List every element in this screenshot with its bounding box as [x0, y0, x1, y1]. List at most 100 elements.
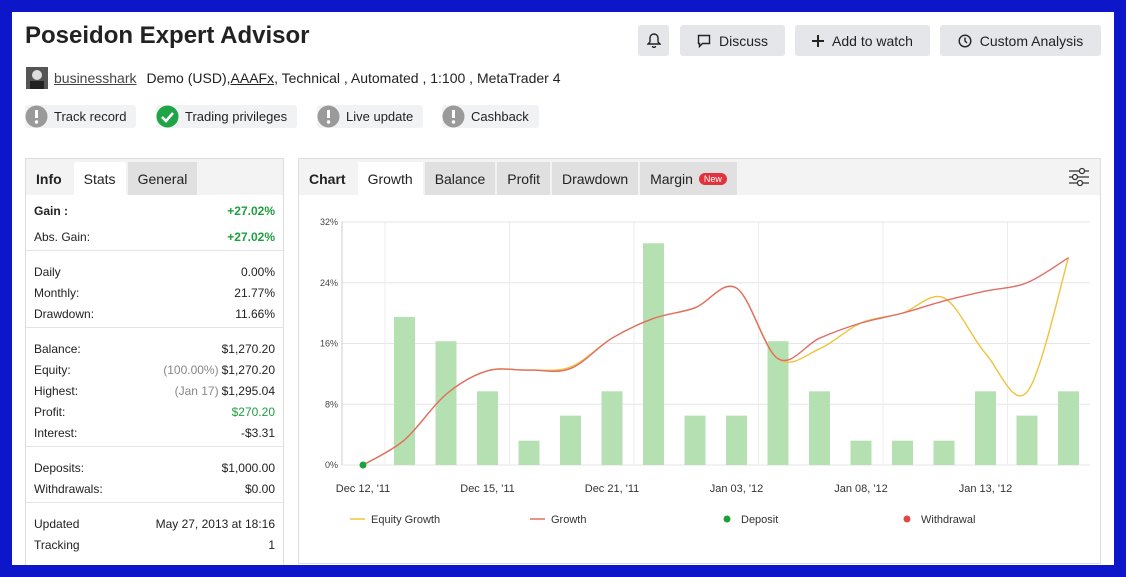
stats-tabs: Info Stats General: [26, 159, 283, 195]
stat-note: (Jan 17): [174, 384, 219, 398]
legend-swatch: [903, 515, 911, 523]
stat-text: $1,000.00: [221, 461, 275, 475]
stat-text: 11.66%: [235, 307, 275, 321]
stat-label: Monthly:: [34, 286, 80, 300]
divider: [26, 502, 283, 503]
badge-label: Trading privileges: [185, 109, 288, 124]
discuss-button[interactable]: Discuss: [680, 25, 785, 56]
bar: [850, 440, 872, 465]
x-tick-label: Dec 21, '11: [585, 483, 639, 495]
stat-row: Daily 0.00%: [34, 265, 275, 279]
stat-row: Deposits: $1,000.00: [34, 461, 275, 475]
stat-label: Balance:: [34, 342, 81, 356]
watch-button[interactable]: Add to watch: [795, 25, 930, 56]
broker-link[interactable]: AAAFx: [230, 70, 275, 86]
bar: [726, 415, 747, 465]
badge-label: Track record: [54, 109, 127, 124]
tab[interactable]: Drawdown: [551, 162, 639, 195]
x-tick-label: Jan 08, '12: [834, 483, 887, 495]
bar: [684, 415, 706, 465]
x-tick-label: Jan 03, '12: [710, 483, 763, 495]
stat-row: Equity: (100.00%) $1,270.20: [34, 363, 275, 377]
bell-icon: [646, 33, 661, 48]
divider: [26, 250, 283, 251]
tab[interactable]: Balance: [424, 162, 496, 195]
account-type: Demo (USD),: [146, 70, 231, 86]
legend-label: Equity Growth: [371, 514, 440, 526]
stat-note: (100.00%): [163, 363, 219, 377]
chat-icon: [697, 34, 711, 48]
stat-text: $270.20: [231, 405, 275, 419]
stat-value: $1,270.20: [222, 342, 275, 356]
stat-text: +27.02%: [227, 204, 275, 218]
bar: [643, 243, 664, 465]
stat-row: Withdrawals: $0.00: [34, 482, 275, 496]
stat-value: 21.77%: [234, 286, 275, 300]
stat-row: Gain : +27.02%: [34, 204, 275, 218]
stat-row: Updated May 27, 2013 at 18:16: [34, 517, 275, 531]
x-tick-label: Jan 13, '12: [959, 483, 1012, 495]
stat-row: Tracking 1: [34, 538, 275, 552]
stat-row: Balance: $1,270.20: [34, 342, 275, 356]
badge-icon: [156, 105, 179, 128]
button-label: Add to watch: [832, 32, 913, 49]
settings-icon[interactable]: [1068, 167, 1090, 187]
account-details: , Technical , Automated , 1:100 , MetaTr…: [274, 70, 561, 86]
series-line: [362, 257, 1069, 466]
bar: [809, 391, 830, 465]
bar: [1058, 391, 1079, 465]
bell-button[interactable]: [638, 25, 669, 56]
page-title: Poseidon Expert Advisor: [25, 22, 310, 49]
legend-label: Deposit: [741, 514, 778, 526]
tab[interactable]: General: [127, 162, 198, 195]
stat-label: Profit:: [34, 405, 66, 419]
analysis-button[interactable]: Custom Analysis: [940, 25, 1101, 56]
divider: [26, 446, 283, 447]
user-link[interactable]: businesshark: [54, 70, 137, 86]
stat-label: Deposits:: [34, 461, 85, 475]
stat-text: 21.77%: [234, 286, 275, 300]
badge-icon: [317, 105, 340, 128]
clock-icon: [958, 33, 972, 48]
stat-text: $1,270.20: [221, 342, 275, 356]
stat-value: $270.20: [232, 405, 275, 419]
avatar: [26, 67, 48, 89]
bar: [477, 391, 498, 465]
stat-label: Drawdown:: [34, 307, 95, 321]
stat-text: -$3.31: [240, 426, 275, 440]
window: Poseidon Expert Advisor Discuss Add to w…: [12, 12, 1114, 565]
stat-value: 11.66%: [235, 307, 275, 321]
legend-label: Growth: [551, 514, 586, 526]
tab[interactable]: Growth: [357, 162, 423, 195]
bar: [933, 440, 955, 465]
tab[interactable]: Chart: [309, 170, 346, 187]
button-label: Discuss: [718, 32, 768, 49]
stat-value: $0.00: [245, 482, 275, 496]
tab[interactable]: Stats: [73, 162, 126, 195]
bar: [560, 415, 581, 465]
y-tick-label: 0%: [325, 460, 338, 470]
stat-value: -$3.31: [241, 426, 275, 440]
chart-tabs: Chart Growth Balance Profit Drawdown Margin Ne…: [299, 159, 1100, 195]
badge-icon: [25, 105, 48, 128]
stat-text: $0.00: [244, 482, 275, 496]
stat-value: +27.02%: [227, 204, 275, 218]
stat-value: (Jan 17) $1,295.04: [175, 384, 275, 398]
series-line: [362, 257, 1070, 466]
legend-swatch: [723, 515, 731, 523]
stat-value: +27.02%: [227, 230, 275, 244]
stat-text: May 27, 2013 at 18:16: [155, 517, 275, 531]
stat-value: (100.00%) $1,270.20: [163, 363, 275, 377]
tab[interactable]: Margin New: [640, 162, 737, 195]
stat-text: 1: [268, 538, 275, 552]
stat-label: Withdrawals:: [34, 482, 103, 496]
tab[interactable]: Profit: [497, 162, 550, 195]
stat-value: May 27, 2013 at 18:16: [156, 517, 275, 531]
series-point: [359, 461, 367, 469]
divider: [26, 327, 283, 328]
bar: [1016, 415, 1038, 465]
stat-row: Interest: -$3.31: [34, 426, 275, 440]
tab[interactable]: Info: [36, 170, 62, 187]
chart-panel: Chart Growth Balance Profit Drawdown Margin Ne…: [298, 158, 1101, 564]
x-tick-label: Dec 12, '11: [336, 483, 390, 495]
